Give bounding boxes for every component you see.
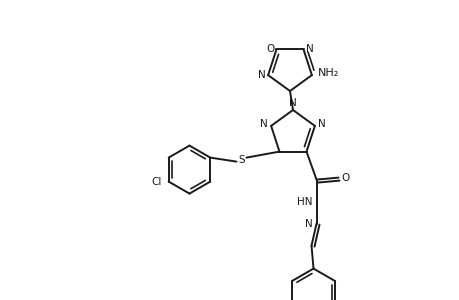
Text: N: N bbox=[289, 98, 296, 108]
Text: O: O bbox=[266, 44, 274, 54]
Text: N: N bbox=[304, 219, 312, 229]
Text: NH₂: NH₂ bbox=[318, 68, 339, 78]
Text: HN: HN bbox=[296, 196, 312, 207]
Text: N: N bbox=[257, 70, 265, 80]
Text: N: N bbox=[305, 44, 313, 54]
Text: O: O bbox=[341, 172, 349, 183]
Text: S: S bbox=[238, 154, 244, 165]
Text: N: N bbox=[260, 119, 268, 129]
Text: Cl: Cl bbox=[151, 177, 162, 187]
Text: N: N bbox=[317, 119, 325, 129]
